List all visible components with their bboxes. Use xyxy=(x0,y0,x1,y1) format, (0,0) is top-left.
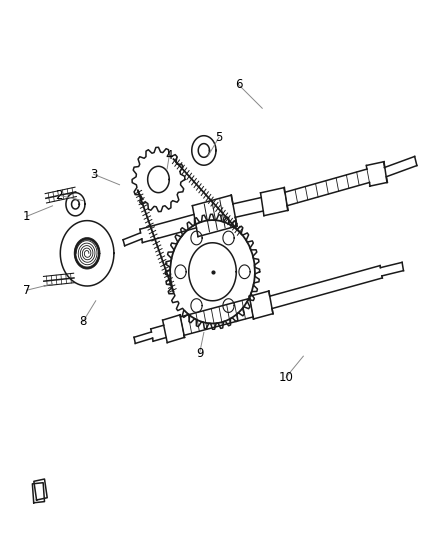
Text: 10: 10 xyxy=(279,371,293,384)
Text: 7: 7 xyxy=(23,284,30,297)
Text: 8: 8 xyxy=(79,316,86,328)
Text: 3: 3 xyxy=(90,168,97,181)
Text: 4: 4 xyxy=(166,149,173,162)
Text: 5: 5 xyxy=(215,131,223,144)
Text: 2: 2 xyxy=(55,189,63,202)
Text: 6: 6 xyxy=(235,78,242,91)
Text: 1: 1 xyxy=(23,210,30,223)
Text: 9: 9 xyxy=(196,347,203,360)
